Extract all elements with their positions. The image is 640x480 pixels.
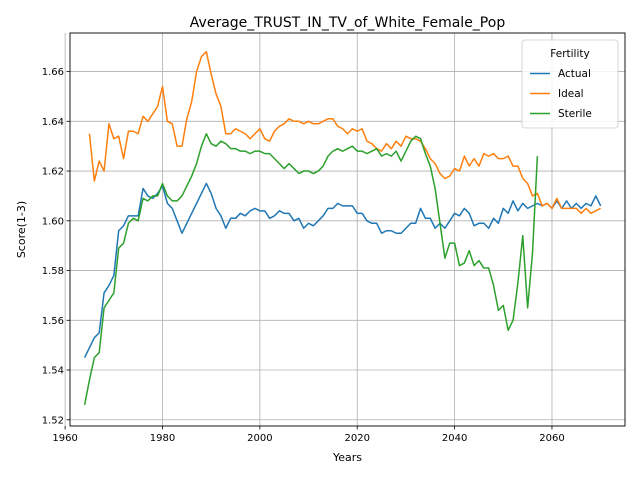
y-tick-label: 1.62 — [42, 167, 64, 178]
legend-label-sterile: Sterile — [558, 108, 592, 120]
x-tick-label: 1960 — [52, 433, 77, 444]
y-axis-label: Score(1-3) — [15, 201, 28, 258]
legend-entries: Actual Ideal Sterile — [530, 68, 592, 120]
x-tick-label: 1980 — [150, 433, 175, 444]
legend-box — [521, 39, 619, 129]
chart-title: Average_TRUST_IN_TV_of_White_Female_Pop — [190, 15, 506, 31]
y-tick-label: 1.56 — [42, 316, 64, 327]
y-tick-label: 1.52 — [42, 415, 64, 426]
y-tick-label: 1.58 — [42, 266, 64, 277]
x-tick-label: 2000 — [247, 433, 272, 444]
series-line-sterile — [83, 132, 539, 406]
y-tick-label: 1.60 — [42, 216, 64, 227]
legend: Fertility Actual Ideal Sterile — [521, 39, 619, 129]
plot-frame — [69, 32, 626, 427]
x-tick-label: 2060 — [539, 433, 564, 444]
y-tick-label: 1.54 — [42, 366, 64, 377]
grid — [64, 33, 625, 426]
series-lines — [83, 50, 602, 406]
axis-ticks: 1960 1980 2000 2020 2040 2060 1.52 1.54 1.56 1.58… — [42, 67, 565, 444]
x-axis-label: Years — [332, 451, 362, 464]
legend-label-ideal: Ideal — [558, 88, 584, 100]
legend-title: Fertility — [550, 48, 589, 60]
y-tick-label: 1.66 — [42, 67, 64, 78]
series-line-actual — [83, 182, 602, 358]
x-tick-label: 2040 — [442, 433, 467, 444]
legend-label-actual: Actual — [558, 68, 591, 80]
x-tick-label: 2020 — [345, 433, 370, 444]
y-tick-label: 1.64 — [42, 117, 64, 128]
series-line-ideal — [88, 50, 602, 215]
